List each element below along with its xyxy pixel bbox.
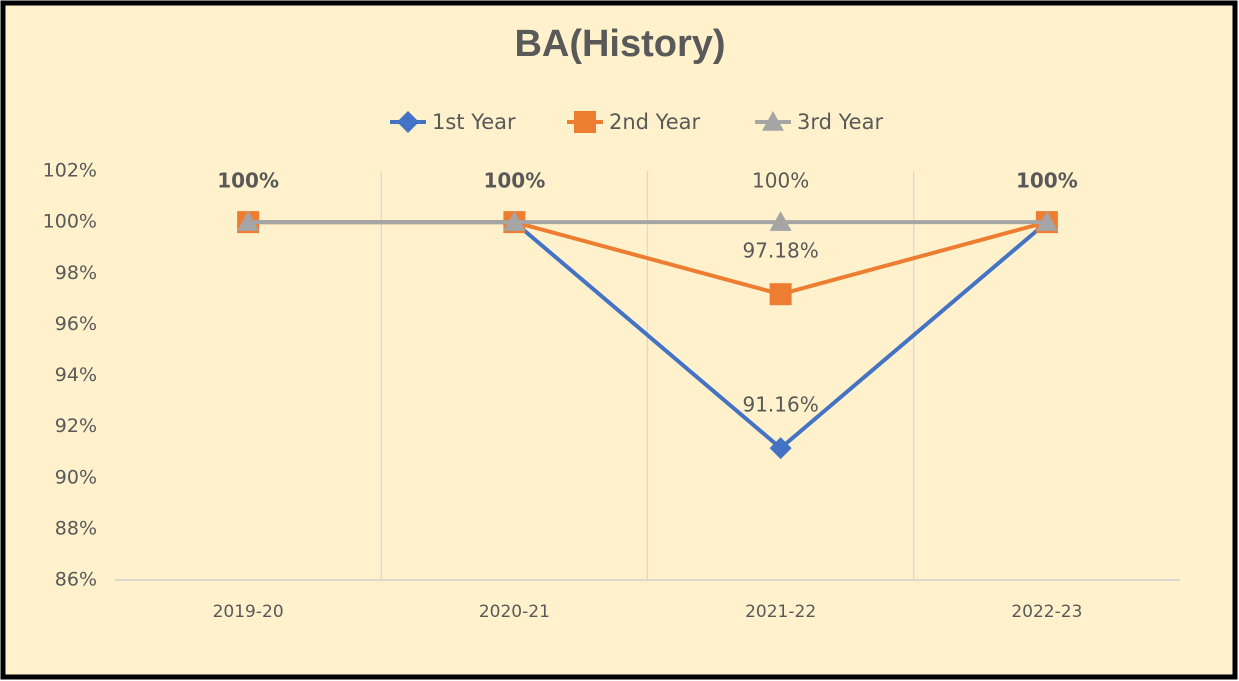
y-tick-label: 96% <box>55 313 97 335</box>
data-label: 91.16% <box>742 393 818 417</box>
y-tick-label: 90% <box>55 466 97 488</box>
legend-marker <box>762 111 784 131</box>
legend-label: 1st Year <box>432 110 516 134</box>
x-tick-label: 2019-20 <box>213 602 284 622</box>
data-label: 100% <box>1016 169 1078 193</box>
data-label: 100% <box>483 169 545 193</box>
y-tick-label: 94% <box>55 364 97 386</box>
data-point <box>769 283 792 306</box>
data-point <box>1035 211 1058 231</box>
legend-marker <box>574 111 596 133</box>
data-point <box>769 211 792 231</box>
y-tick-label: 92% <box>55 415 97 437</box>
y-tick-label: 86% <box>55 569 97 591</box>
x-tick-label: 2021-22 <box>745 602 816 622</box>
legend-marker <box>397 111 419 133</box>
legend-label: 2nd Year <box>609 110 701 134</box>
legend-label: 3rd Year <box>797 110 883 134</box>
y-tick-label: 100% <box>43 211 97 233</box>
data-point <box>503 211 526 231</box>
data-label: 100% <box>752 169 809 193</box>
data-point <box>769 437 792 460</box>
data-point <box>237 211 260 231</box>
x-tick-label: 2022-23 <box>1011 602 1082 622</box>
y-tick-label: 102% <box>43 160 97 182</box>
x-tick-label: 2020-21 <box>479 602 550 622</box>
data-label: 100% <box>217 169 279 193</box>
chart-title: BA(History) <box>514 23 725 65</box>
y-tick-label: 98% <box>55 262 97 284</box>
data-label: 97.18% <box>742 239 818 263</box>
y-tick-label: 88% <box>55 517 97 539</box>
